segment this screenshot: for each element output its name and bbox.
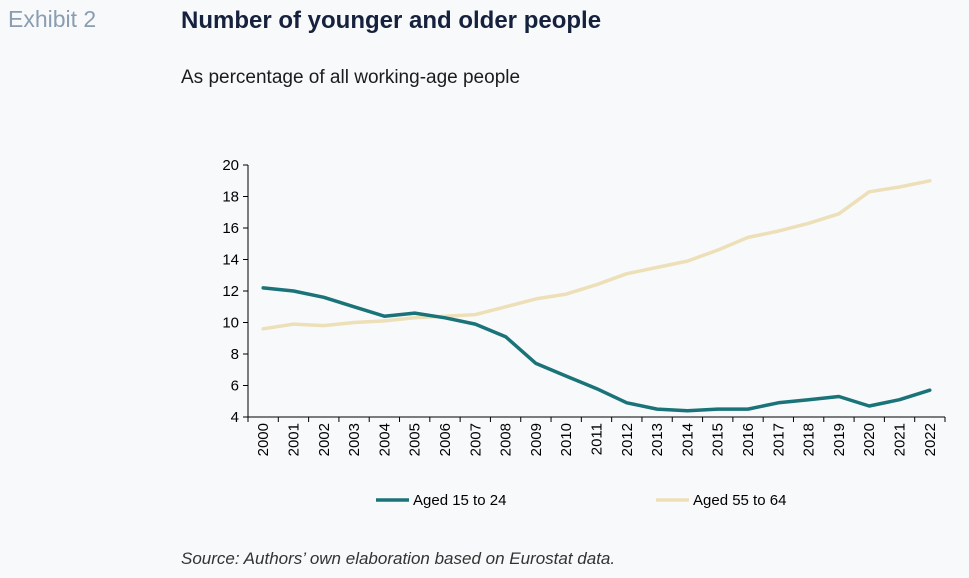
x-tick-label: 2019 [831,423,848,456]
x-tick-label: 2007 [467,423,484,456]
y-tick-label: 20 [222,157,239,174]
source-note: Source: Authors’ own elaboration based o… [181,549,616,568]
y-tick-label: 18 [222,189,239,206]
chart-subtitle: As percentage of all working-age people [181,67,521,88]
x-tick-label: 2000 [255,423,272,456]
x-tick-label: 2010 [558,423,575,456]
exhibit-label: Exhibit 2 [8,6,97,32]
x-tick-label: 2020 [861,423,878,456]
x-tick-label: 2012 [619,423,636,456]
x-tick-label: 2017 [770,423,787,456]
x-tick-label: 2016 [740,423,757,456]
chart-title: Number of younger and older people [181,7,602,34]
x-tick-label: 2005 [407,423,424,456]
x-tick-label: 2002 [316,423,333,456]
x-tick-label: 2011 [589,423,606,455]
x-tick-label: 2022 [922,423,939,456]
x-tick-label: 2001 [285,423,302,456]
y-tick-label: 10 [222,315,239,332]
x-tick-label: 2015 [710,423,727,456]
series-line-aged-15-to-24 [261,286,932,413]
y-tick-label: 12 [222,283,239,300]
x-tick-label: 2004 [376,423,393,456]
legend-label: Aged 15 to 24 [413,492,506,509]
x-tick-label: 2006 [437,423,454,456]
series-line-aged-55-to-64 [261,179,932,331]
y-tick-label: 8 [231,346,239,363]
y-tick-label: 16 [222,220,239,237]
y-tick-label: 14 [222,252,239,269]
x-tick-label: 2003 [346,423,363,456]
x-tick-label: 2008 [498,423,515,456]
x-tick-label: 2013 [649,423,666,456]
legend-label: Aged 55 to 64 [693,492,786,509]
x-tick-label: 2014 [679,423,696,456]
x-tick-label: 2021 [892,423,909,456]
x-tick-label: 2009 [528,423,545,456]
x-tick-label: 2018 [801,423,818,456]
y-tick-label: 4 [231,409,239,426]
y-tick-label: 6 [231,378,239,395]
